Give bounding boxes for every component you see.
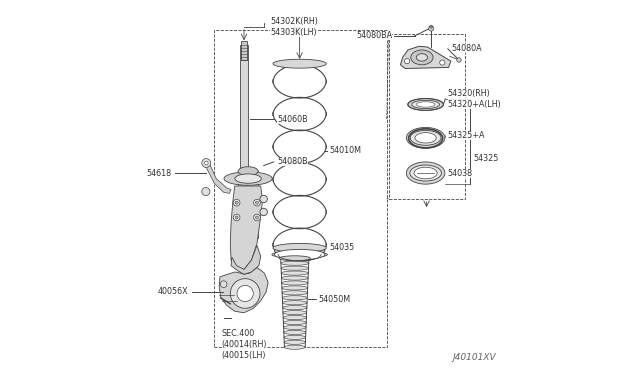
Ellipse shape	[224, 172, 272, 185]
Ellipse shape	[417, 54, 428, 61]
Ellipse shape	[275, 247, 325, 255]
Bar	[240, 45, 248, 179]
Circle shape	[255, 216, 259, 219]
Text: J40101XV: J40101XV	[452, 353, 496, 362]
Circle shape	[237, 285, 253, 302]
Bar	[214, 31, 387, 347]
Ellipse shape	[410, 130, 441, 145]
Polygon shape	[231, 245, 260, 274]
Text: SEC.400
(40014(RH)
(40015(LH): SEC.400 (40014(RH) (40015(LH)	[222, 329, 268, 360]
Circle shape	[457, 58, 461, 62]
Ellipse shape	[284, 340, 305, 344]
Ellipse shape	[284, 330, 306, 334]
Ellipse shape	[406, 162, 445, 184]
Ellipse shape	[411, 50, 433, 65]
Circle shape	[253, 199, 260, 206]
Circle shape	[429, 26, 434, 31]
Circle shape	[235, 216, 238, 219]
Circle shape	[404, 58, 410, 64]
Circle shape	[260, 195, 268, 203]
Ellipse shape	[283, 311, 307, 315]
Text: 40056X: 40056X	[158, 287, 188, 296]
Ellipse shape	[417, 102, 435, 107]
Circle shape	[202, 187, 210, 196]
Bar	[388, 34, 465, 199]
Circle shape	[235, 201, 238, 204]
Text: 54035: 54035	[329, 243, 355, 251]
Ellipse shape	[279, 256, 310, 261]
Circle shape	[220, 281, 227, 288]
Circle shape	[204, 161, 208, 165]
Circle shape	[233, 214, 240, 221]
Polygon shape	[273, 59, 326, 68]
Polygon shape	[219, 267, 268, 313]
Ellipse shape	[412, 100, 440, 109]
Ellipse shape	[282, 281, 308, 285]
Circle shape	[202, 158, 211, 167]
Ellipse shape	[282, 291, 308, 295]
Bar	[238, 171, 258, 238]
Text: 54080B: 54080B	[277, 157, 308, 166]
Circle shape	[429, 25, 433, 28]
Text: 54618: 54618	[146, 169, 171, 177]
Ellipse shape	[283, 315, 307, 320]
Text: 54080BA: 54080BA	[356, 31, 392, 41]
Ellipse shape	[281, 261, 309, 265]
Ellipse shape	[238, 167, 258, 176]
Circle shape	[253, 214, 260, 221]
Ellipse shape	[282, 276, 308, 280]
Circle shape	[233, 199, 240, 206]
Text: 54010M: 54010M	[329, 146, 361, 155]
Ellipse shape	[272, 251, 327, 258]
Text: 54038: 54038	[448, 169, 473, 177]
Ellipse shape	[414, 167, 437, 179]
Ellipse shape	[281, 271, 308, 275]
Circle shape	[440, 60, 445, 65]
Text: 54302K(RH)
54303K(LH): 54302K(RH) 54303K(LH)	[270, 17, 318, 38]
Ellipse shape	[235, 174, 261, 183]
Ellipse shape	[410, 165, 442, 181]
Text: 54050M: 54050M	[318, 295, 350, 304]
Circle shape	[230, 279, 260, 308]
Polygon shape	[204, 160, 231, 193]
Circle shape	[260, 208, 268, 216]
Ellipse shape	[406, 128, 445, 148]
Ellipse shape	[284, 335, 306, 339]
Bar	[241, 41, 247, 60]
Ellipse shape	[415, 133, 436, 143]
Circle shape	[255, 201, 259, 204]
Text: 54325+A: 54325+A	[448, 131, 485, 141]
Ellipse shape	[282, 301, 307, 305]
Ellipse shape	[282, 296, 307, 300]
Ellipse shape	[283, 306, 307, 310]
Ellipse shape	[284, 345, 305, 349]
Text: 54080A: 54080A	[452, 44, 482, 53]
Text: 54060B: 54060B	[277, 115, 308, 124]
Ellipse shape	[284, 326, 306, 330]
Text: 54325: 54325	[474, 154, 499, 163]
Polygon shape	[273, 243, 326, 252]
Ellipse shape	[284, 320, 307, 325]
Ellipse shape	[408, 99, 444, 110]
Polygon shape	[230, 186, 262, 269]
Polygon shape	[401, 46, 451, 68]
Ellipse shape	[282, 286, 308, 290]
Ellipse shape	[281, 266, 308, 270]
Ellipse shape	[275, 249, 325, 260]
Text: 54320(RH)
54320+A(LH): 54320(RH) 54320+A(LH)	[448, 89, 502, 109]
